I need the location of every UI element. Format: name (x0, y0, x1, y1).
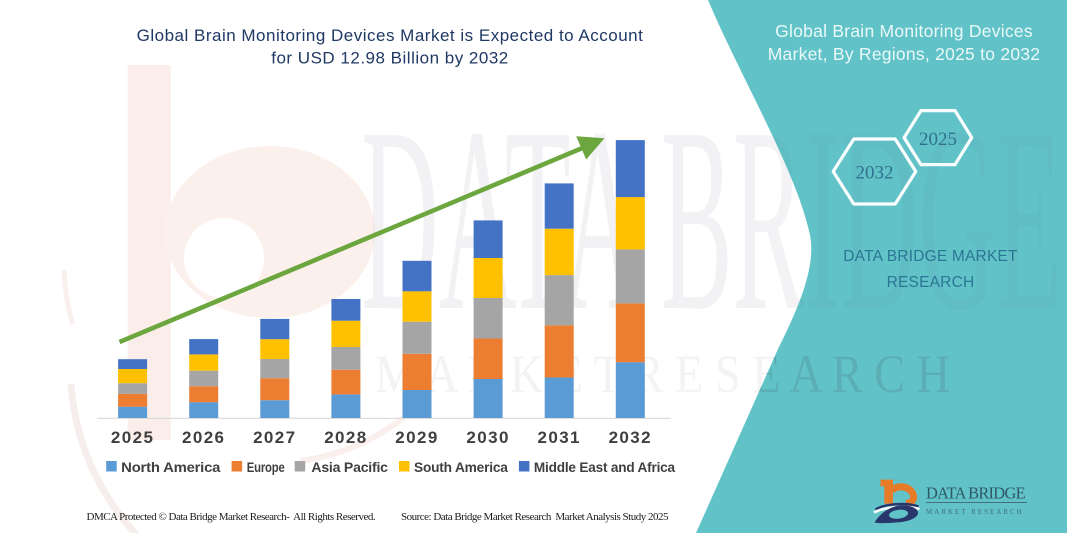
svg-text:for USD 12.98 Billion by 2032: for USD 12.98 Billion by 2032 (271, 49, 509, 68)
svg-text:DMCA Protected © Data Bridge M: DMCA Protected © Data Bridge Market Rese… (87, 511, 376, 523)
svg-text:South America: South America (414, 459, 508, 475)
svg-text:Europe: Europe (247, 459, 285, 475)
svg-text:2029: 2029 (395, 428, 438, 447)
svg-text:RESEARCH: RESEARCH (887, 274, 975, 291)
svg-text:Asia Pacific: Asia Pacific (311, 459, 388, 475)
svg-text:M A R K E T R E S E A R C H: M A R K E T R E S E A R C H (375, 344, 950, 404)
svg-text:DATA BRIDGE MARKET: DATA BRIDGE MARKET (843, 248, 1018, 265)
svg-text:2032: 2032 (609, 428, 652, 447)
svg-text:2027: 2027 (253, 428, 296, 447)
svg-text:Source: Data Bridge Market Res: Source: Data Bridge Market Research Mark… (401, 511, 669, 523)
svg-text:2032: 2032 (856, 163, 894, 184)
svg-text:2025: 2025 (111, 428, 154, 447)
svg-text:2030: 2030 (466, 428, 509, 447)
svg-text:Market, By Regions, 2025 to 20: Market, By Regions, 2025 to 2032 (768, 44, 1041, 64)
svg-text:DATA BRIDGE: DATA BRIDGE (361, 74, 1062, 366)
svg-text:North America: North America (121, 459, 220, 475)
svg-text:2026: 2026 (182, 428, 225, 447)
svg-text:Global Brain Monitoring Device: Global Brain Monitoring Devices Market i… (137, 26, 644, 45)
svg-text:Middle East and Africa: Middle East and Africa (534, 459, 675, 475)
svg-text:DATA BRIDGE: DATA BRIDGE (926, 484, 1026, 503)
svg-text:MARKET RESEARCH: MARKET RESEARCH (926, 508, 1024, 516)
svg-text:2025: 2025 (919, 129, 957, 150)
svg-text:Global Brain Monitoring Device: Global Brain Monitoring Devices (775, 21, 1033, 41)
svg-text:2031: 2031 (537, 428, 580, 447)
svg-text:2028: 2028 (324, 428, 367, 447)
